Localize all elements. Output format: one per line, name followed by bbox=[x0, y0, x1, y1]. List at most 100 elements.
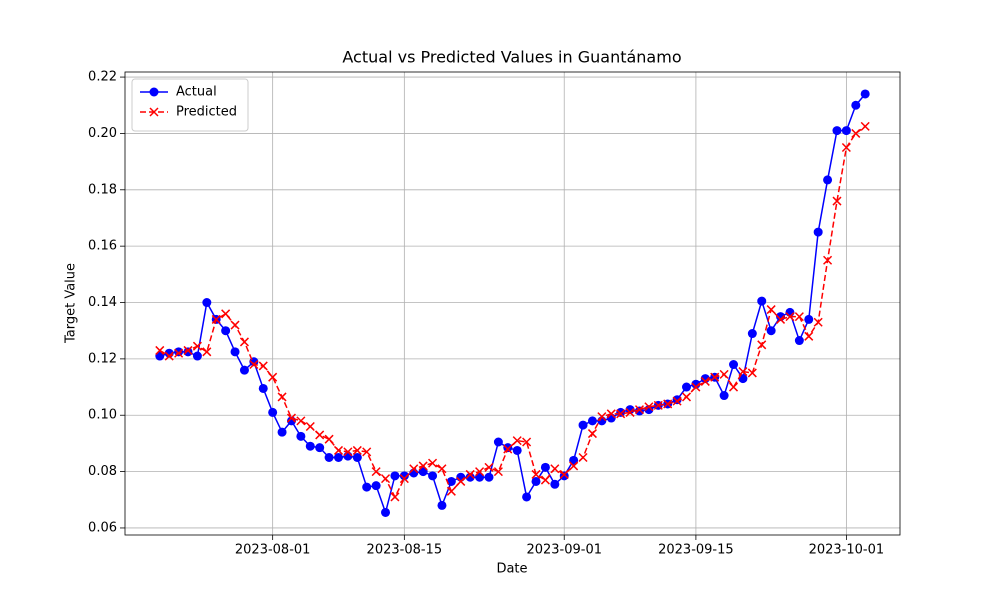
data-point bbox=[559, 469, 569, 479]
x-tick-label: 2023-09-01 bbox=[526, 543, 602, 558]
data-point bbox=[446, 486, 456, 496]
data-point bbox=[305, 421, 315, 432]
data-point bbox=[333, 445, 344, 455]
data-point bbox=[832, 196, 842, 206]
data-point bbox=[794, 312, 804, 322]
data-point bbox=[192, 351, 202, 361]
data-point bbox=[719, 369, 729, 379]
data-point bbox=[277, 427, 287, 437]
data-point bbox=[428, 458, 438, 468]
data-point bbox=[663, 399, 673, 409]
data-point bbox=[286, 413, 297, 423]
data-point bbox=[503, 443, 513, 453]
data-point bbox=[804, 331, 814, 341]
data-point bbox=[371, 481, 381, 491]
legend-marker bbox=[149, 87, 159, 97]
data-point bbox=[813, 227, 823, 237]
data-point bbox=[757, 340, 767, 350]
series-line bbox=[159, 125, 866, 499]
data-point bbox=[334, 453, 344, 463]
y-tick-label: 0.06 bbox=[88, 520, 117, 535]
data-point bbox=[512, 436, 522, 446]
data-point bbox=[569, 455, 579, 465]
data-point bbox=[766, 326, 776, 336]
data-point bbox=[569, 461, 579, 471]
data-point bbox=[540, 462, 550, 472]
data-point bbox=[296, 431, 306, 441]
data-point bbox=[672, 395, 682, 405]
data-point bbox=[653, 400, 663, 410]
data-point bbox=[757, 296, 767, 306]
data-point bbox=[813, 317, 823, 327]
data-point bbox=[456, 476, 466, 486]
data-point bbox=[475, 472, 485, 482]
data-point bbox=[691, 382, 701, 392]
data-point bbox=[625, 405, 635, 415]
data-point bbox=[484, 472, 494, 482]
data-point bbox=[315, 443, 325, 453]
data-point bbox=[249, 359, 259, 370]
data-point bbox=[794, 336, 804, 346]
data-point bbox=[305, 441, 315, 451]
data-point bbox=[239, 337, 249, 347]
chart-title: Actual vs Predicted Values in Guantánamo bbox=[342, 48, 681, 67]
data-point bbox=[625, 407, 635, 417]
data-point bbox=[362, 482, 372, 492]
data-point bbox=[785, 307, 795, 317]
data-point bbox=[644, 402, 654, 412]
data-point bbox=[860, 89, 870, 99]
data-point bbox=[183, 345, 193, 355]
data-point bbox=[380, 474, 391, 484]
data-point bbox=[268, 372, 278, 382]
x-tick-label: 2023-08-15 bbox=[367, 543, 443, 558]
data-point bbox=[616, 409, 626, 419]
data-point bbox=[296, 416, 306, 426]
data-point bbox=[221, 326, 231, 336]
data-point bbox=[258, 383, 268, 393]
legend-label: Predicted bbox=[176, 105, 237, 120]
data-point bbox=[804, 314, 814, 324]
data-point bbox=[475, 467, 485, 477]
data-point bbox=[493, 467, 503, 477]
data-point bbox=[832, 126, 842, 136]
data-point bbox=[738, 367, 748, 377]
data-point bbox=[522, 492, 532, 502]
data-point bbox=[258, 361, 268, 371]
data-point bbox=[681, 382, 691, 392]
x-tick-label: 2023-08-01 bbox=[235, 543, 311, 558]
y-tick-label: 0.12 bbox=[88, 351, 117, 366]
data-point bbox=[522, 437, 532, 447]
data-point bbox=[710, 372, 720, 382]
data-point bbox=[164, 351, 174, 361]
data-point bbox=[823, 175, 833, 185]
data-point bbox=[465, 469, 475, 479]
y-tick-label: 0.16 bbox=[88, 239, 117, 254]
y-tick-label: 0.08 bbox=[88, 464, 117, 479]
data-point bbox=[437, 464, 447, 474]
y-axis-label: Target Value bbox=[64, 263, 79, 344]
y-tick-label: 0.18 bbox=[88, 182, 117, 197]
data-point bbox=[352, 453, 362, 463]
y-tick-label: 0.22 bbox=[88, 70, 117, 85]
data-point bbox=[729, 360, 739, 370]
data-point bbox=[578, 420, 588, 430]
plot-frame bbox=[124, 71, 901, 536]
data-point bbox=[841, 126, 851, 136]
data-point bbox=[606, 409, 616, 419]
data-point bbox=[785, 312, 795, 322]
data-point bbox=[493, 437, 503, 447]
data-point bbox=[700, 376, 710, 386]
data-point bbox=[597, 412, 607, 422]
data-point bbox=[399, 474, 409, 484]
data-point bbox=[155, 351, 165, 361]
data-point bbox=[456, 472, 466, 482]
data-point bbox=[578, 452, 588, 463]
data-point bbox=[230, 320, 240, 330]
data-point bbox=[211, 314, 221, 324]
data-point bbox=[766, 305, 776, 315]
y-tick-label: 0.10 bbox=[88, 408, 117, 423]
data-point bbox=[390, 471, 400, 481]
x-tick-label: 2023-09-15 bbox=[658, 543, 734, 558]
data-point bbox=[587, 416, 597, 426]
